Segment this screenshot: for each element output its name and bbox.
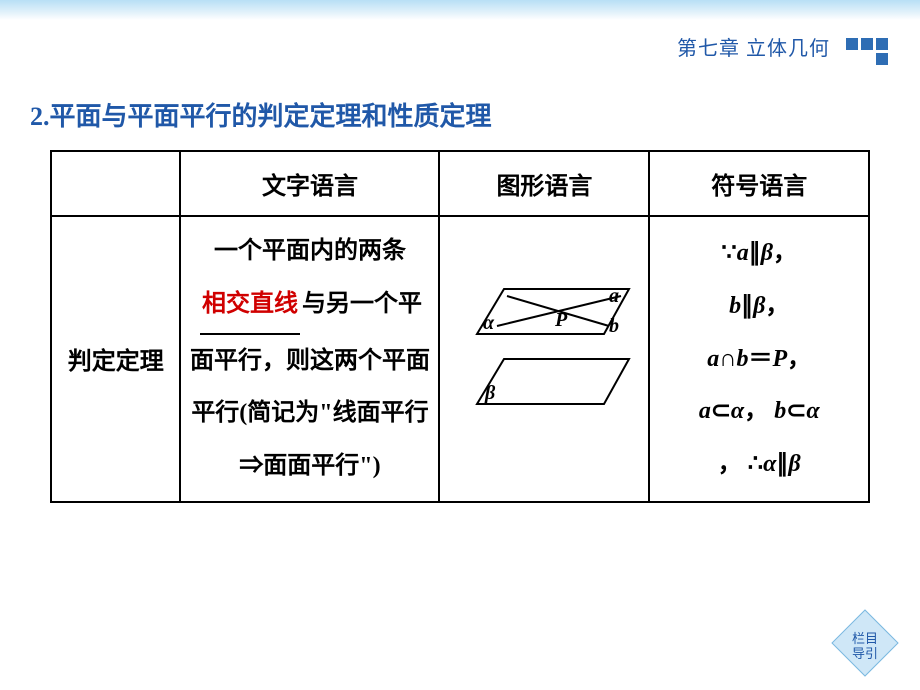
chapter-title: 第七章 立体几何 [677,32,830,61]
text-pre: 一个平面内的两条 [214,238,406,264]
header-gradient [0,0,920,20]
sym-line-3: a∩b＝P， [656,333,862,386]
row-label: 判定定理 [51,216,180,502]
blank-underline: 相交直线 [200,278,300,335]
sym-line-5: ， ∴α∥β [656,438,862,491]
theorem-table: 文字语言 图形语言 符号语言 判定定理 一个平面内的两条相交直线 与另一个平面平… [50,150,870,503]
svg-text:a: a [609,285,619,307]
planes-diagram-icon: α P a b β [449,274,639,444]
th-graphic-lang: 图形语言 [439,151,649,216]
section-title: 2.平面与平面平行的判定定理和性质定理 [30,96,492,133]
sym-line-4: a⊂α， b⊂α [656,385,862,438]
nav-diamond-button[interactable] [830,608,900,678]
th-symbol-lang: 符号语言 [649,151,869,216]
svg-text:α: α [483,312,495,334]
th-text-lang: 文字语言 [180,151,439,216]
svg-text:b: b [609,315,619,337]
sym-line-1: ∵a∥β， [656,227,862,280]
diagram-cell: α P a b β [439,216,649,502]
highlight-text: 相交直线 [202,291,298,317]
svg-text:P: P [554,309,568,331]
corner-deco-icon [846,26,890,70]
symbol-language-cell: ∵a∥β， b∥β， a∩b＝P， a⊂α， b⊂α ， ∴α∥β [649,216,869,502]
text-language-cell: 一个平面内的两条相交直线 与另一个平面平行，则这两个平面平行(简记为"线面平行⇒… [180,216,439,502]
sym-line-2: b∥β， [656,280,862,333]
svg-text:β: β [484,382,496,404]
th-blank [51,151,180,216]
